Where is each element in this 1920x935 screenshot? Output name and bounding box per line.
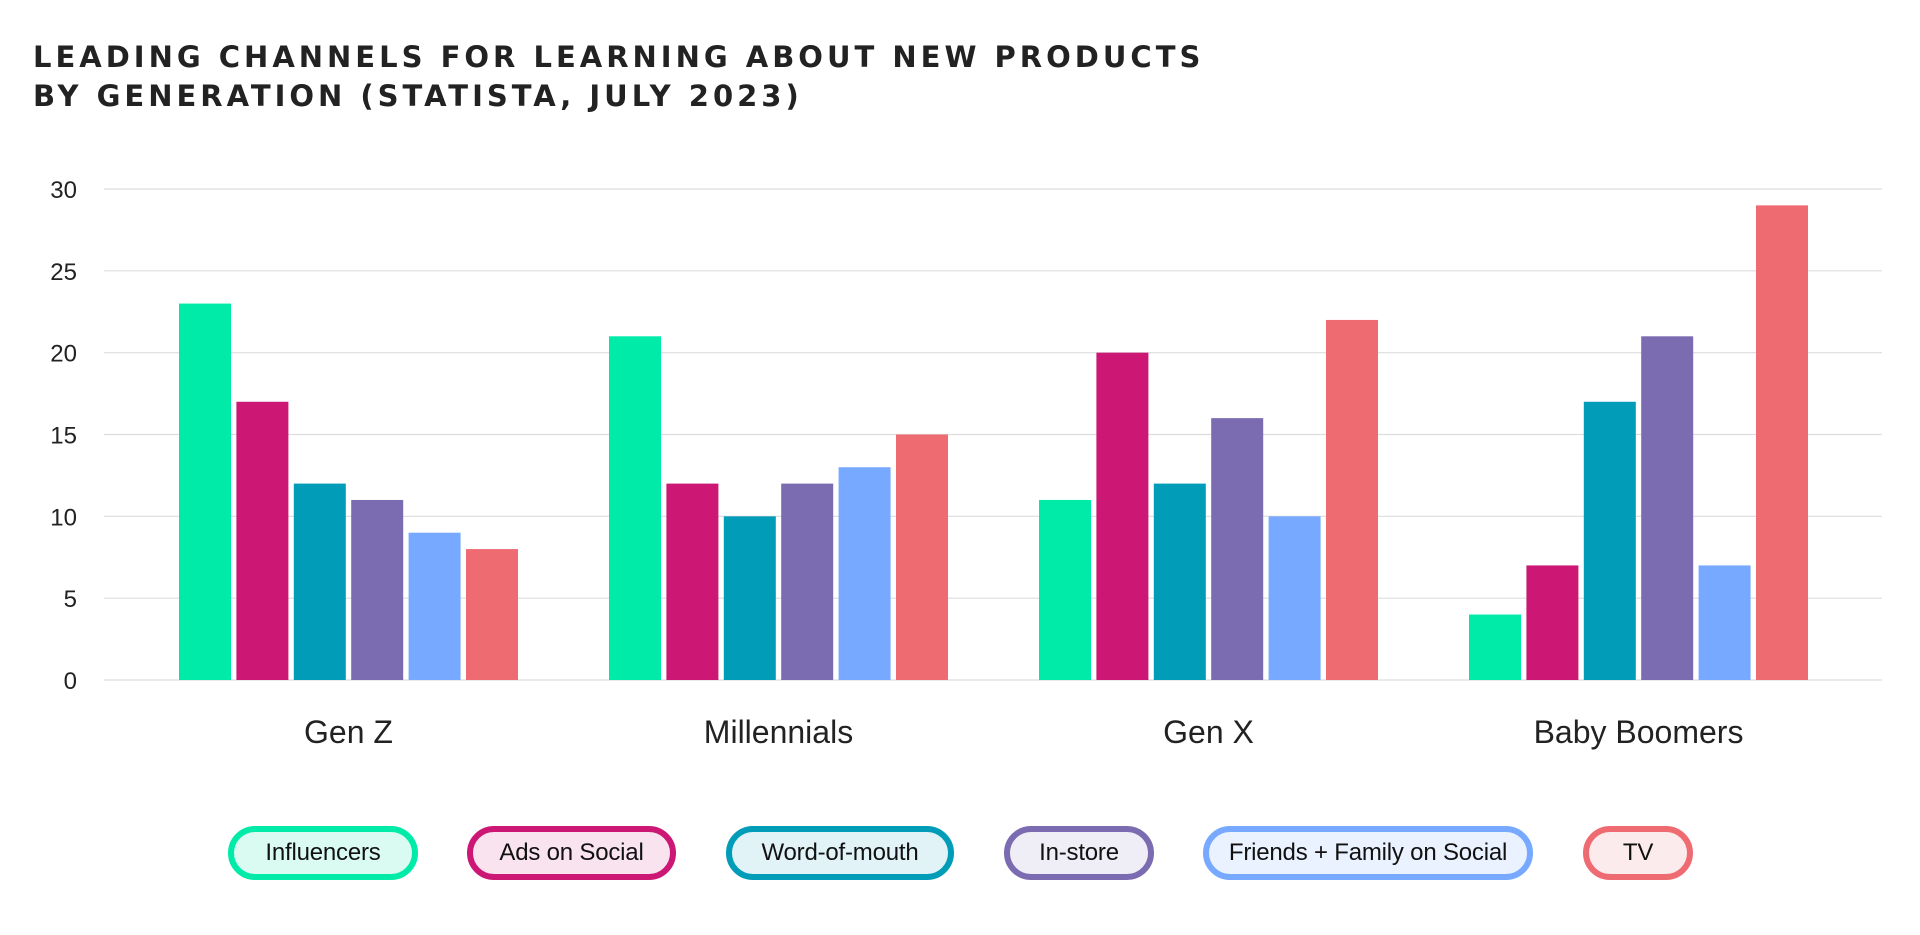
bar-in-store-baby-boomers [1641, 336, 1694, 680]
bar-word-of-mouth-baby-boomers [1583, 401, 1636, 680]
bar-friends-family-on-social-gen-z [408, 532, 461, 680]
y-tick-label-10: 10 [50, 504, 77, 531]
bar-word-of-mouth-gen-z [293, 483, 346, 680]
bar-tv-gen-x [1326, 319, 1378, 680]
y-tick-label-20: 20 [50, 341, 77, 368]
bar-ads-on-social-gen-x [1096, 352, 1149, 680]
bar-influencers-millennials [609, 336, 661, 680]
bar-ads-on-social-baby-boomers [1526, 565, 1579, 680]
legend-item-in-store: In-store [1004, 826, 1154, 880]
legend-item-tv: TV [1583, 826, 1693, 880]
bar-ads-on-social-millennials [666, 483, 719, 680]
legend-item-word-of-mouth: Word-of-mouth [726, 826, 954, 880]
bar-ads-on-social-gen-z [236, 401, 289, 680]
x-category-label-baby-boomers: Baby Boomers [1534, 714, 1744, 750]
chart-legend: Influencers Ads on Social Word-of-mouth In-… [0, 826, 1920, 890]
chart-title-line-2: BY GENERATION (STATISTA, JULY 2023) [33, 79, 803, 113]
bar-tv-baby-boomers [1756, 205, 1808, 680]
chart-title: LEADING CHANNELS FOR LEARNING ABOUT NEW … [33, 38, 1204, 116]
bar-friends-family-on-social-millennials [838, 467, 891, 680]
bar-influencers-gen-z [179, 303, 231, 680]
y-tick-label-30: 30 [50, 177, 77, 204]
bar-word-of-mouth-millennials [723, 516, 776, 680]
bar-word-of-mouth-gen-x [1153, 483, 1206, 680]
chart-title-line-1: LEADING CHANNELS FOR LEARNING ABOUT NEW … [33, 40, 1205, 74]
legend-item-influencers: Influencers [228, 826, 418, 880]
bar-in-store-gen-z [351, 499, 404, 680]
x-category-label-millennials: Millennials [704, 714, 853, 750]
legend-item-ads-on-social: Ads on Social [467, 826, 676, 880]
bar-friends-family-on-social-baby-boomers [1698, 565, 1751, 680]
bar-friends-family-on-social-gen-x [1268, 516, 1321, 680]
y-tick-label-25: 25 [50, 259, 77, 286]
x-category-label-gen-z: Gen Z [304, 714, 393, 750]
bar-influencers-gen-x [1039, 499, 1091, 680]
y-tick-label-0: 0 [64, 668, 77, 695]
bar-influencers-baby-boomers [1469, 614, 1521, 680]
bar-tv-millennials [896, 434, 948, 680]
bar-in-store-gen-x [1211, 418, 1264, 680]
bar-in-store-millennials [781, 483, 834, 680]
x-category-label-gen-x: Gen X [1163, 714, 1254, 750]
legend-item-friends-family-on-social: Friends + Family on Social [1203, 826, 1533, 880]
y-tick-label-15: 15 [50, 423, 77, 450]
bar-tv-gen-z [466, 549, 518, 680]
y-tick-label-5: 5 [64, 586, 77, 613]
